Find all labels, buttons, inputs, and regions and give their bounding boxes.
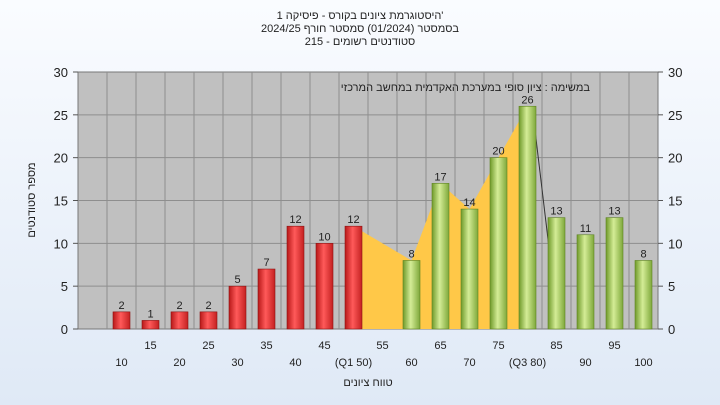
y-tick-label: 30: [54, 65, 68, 80]
bar-value-label: 13: [608, 206, 620, 218]
bar: [170, 311, 189, 330]
bar-value-label: 1: [147, 308, 153, 320]
bar: [112, 311, 131, 330]
x-tick-label: 55: [376, 340, 388, 352]
x-tick-label: 90: [579, 357, 591, 369]
bar: [518, 105, 537, 330]
y-tick-label-right: 5: [668, 279, 675, 294]
title-line-3: סטודנטים רשומים - 215: [305, 36, 416, 48]
y-tick-label: 20: [54, 151, 68, 166]
x-axis-ticks: 10 15 20 25 30 35 40 45 (Q1 50) 55 60 65 70 75 (Q3 80)…: [115, 340, 652, 369]
bar: [576, 234, 595, 330]
bar: [547, 217, 566, 330]
x-tick-label: 95: [608, 340, 620, 352]
x-tick-label: 30: [231, 357, 243, 369]
y-tick-label-right: 10: [668, 236, 682, 251]
chart-title: היסטוגרמת ציונים בקורס - פיסיקה 1' בסמסט…: [261, 10, 459, 48]
bar: [228, 285, 247, 330]
bar: [199, 311, 218, 330]
bar: [344, 225, 363, 330]
bar: [431, 183, 450, 330]
y-tick-label-right: 25: [668, 108, 682, 123]
x-tick-label: 60: [405, 357, 417, 369]
y-tick-label: 25: [54, 108, 68, 123]
y-axis-right: 0 5 10 15 20 25 30: [658, 65, 682, 337]
bar: [402, 260, 421, 330]
x-tick-label: 20: [173, 357, 185, 369]
bar: [460, 208, 479, 330]
x-axis-label: טווח ציונים: [343, 377, 392, 389]
bar-value-label: 20: [492, 146, 504, 158]
bar-value-label: 5: [234, 274, 240, 286]
y-tick-label-right: 15: [668, 194, 682, 209]
x-tick-label: 25: [202, 340, 214, 352]
y-tick-label-right: 0: [668, 322, 675, 337]
bar: [257, 268, 276, 330]
bar: [141, 320, 160, 330]
x-tick-label: 75: [492, 340, 504, 352]
x-tick-label: 15: [144, 340, 156, 352]
y-tick-label: 10: [54, 236, 68, 251]
bar: [286, 225, 305, 330]
y-axis-label: מספר סטודנטים: [26, 162, 38, 237]
bar-value-label: 2: [205, 300, 211, 312]
x-tick-label: (Q3 80): [509, 357, 546, 369]
x-tick-label: 45: [318, 340, 330, 352]
x-tick-label: 35: [260, 340, 272, 352]
y-tick-label-right: 20: [668, 151, 682, 166]
x-tick-label: 70: [463, 357, 475, 369]
q3-marker-line: [534, 130, 550, 248]
x-tick-label: 65: [434, 340, 446, 352]
bar-value-label: 14: [463, 197, 475, 209]
y-tick-label-right: 30: [668, 65, 682, 80]
y-axis-left: 0 5 10 15 20 25 30: [54, 65, 78, 337]
x-tick-label: 10: [115, 357, 127, 369]
bar-value-label: 13: [550, 206, 562, 218]
bar-value-label: 12: [289, 214, 301, 226]
bar-value-label: 2: [118, 300, 124, 312]
bar: [315, 243, 334, 330]
y-tick-label: 15: [54, 194, 68, 209]
y-tick-label: 5: [61, 279, 68, 294]
y-tick-label: 0: [61, 322, 68, 337]
bar-value-label: 8: [408, 248, 414, 260]
bars: [112, 105, 653, 330]
x-tick-label: 100: [634, 357, 652, 369]
bar: [489, 157, 508, 330]
bar-value-label: 2: [176, 300, 182, 312]
title-line-2: בסמסטר (01/2024) סמסטר חורף 2024/25: [261, 23, 459, 35]
x-tick-label: 40: [289, 357, 301, 369]
bar-value-label: 10: [318, 231, 330, 243]
chart-annotation: במשימה : ציון סופי במערכת האקדמית במחשב …: [341, 82, 591, 94]
bar-value-label: 11: [580, 223, 591, 235]
bar: [605, 217, 624, 330]
x-tick-label: 85: [550, 340, 562, 352]
bar-value-label: 26: [521, 94, 533, 106]
bar-value-label: 12: [347, 214, 359, 226]
bar: [634, 260, 653, 330]
bar-value-label: 17: [434, 171, 446, 183]
bar-value-label: 8: [640, 248, 646, 260]
bar-value-label: 7: [263, 257, 269, 269]
x-tick-label: (Q1 50): [335, 357, 372, 369]
title-line-1: היסטוגרמת ציונים בקורס - פיסיקה 1': [277, 10, 444, 22]
